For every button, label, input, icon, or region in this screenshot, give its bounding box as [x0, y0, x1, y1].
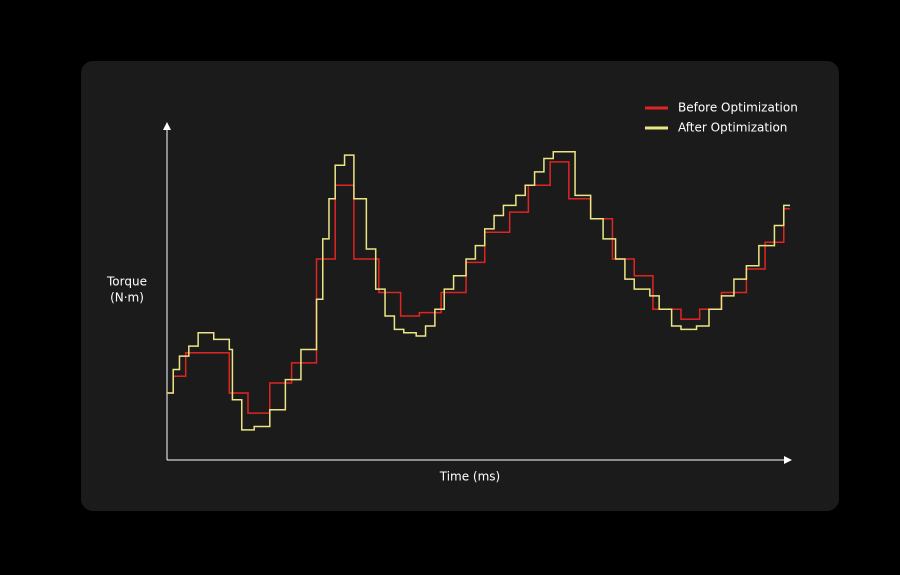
x-arrow: [784, 456, 792, 464]
y-arrow: [163, 122, 171, 130]
y-label: Torque: [106, 275, 147, 289]
legend-label: After Optimization: [678, 121, 787, 135]
series-line: [167, 151, 790, 431]
legend-label: Before Optimization: [678, 101, 798, 115]
x-label: Time (ms): [439, 470, 501, 484]
series-line: [167, 161, 790, 414]
y-label: (N·m): [110, 291, 144, 305]
